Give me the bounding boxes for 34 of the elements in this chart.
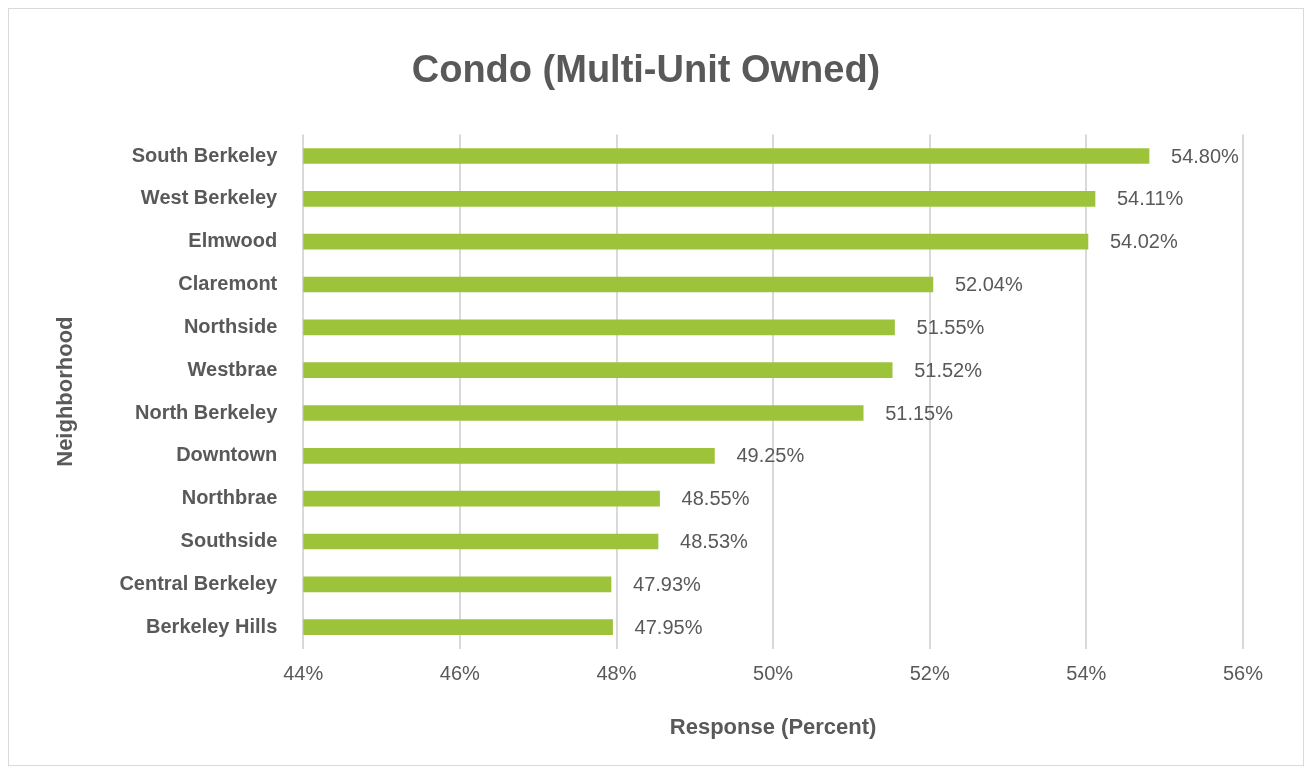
x-tick-label: 48% (596, 662, 637, 685)
x-tick-label: 52% (909, 662, 950, 685)
data-label: 51.55% (916, 315, 985, 338)
x-tick-label: 44% (283, 662, 324, 685)
x-tick-label: 54% (1066, 662, 1107, 685)
y-tick-label: Northbrae (181, 486, 278, 509)
data-label: 49.25% (736, 444, 805, 467)
x-tick-label: 50% (753, 662, 794, 685)
y-tick-label: West Berkeley (140, 186, 279, 209)
chart-title: Condo (Multi-Unit Owned) (411, 48, 881, 91)
y-tick-label: Central Berkeley (119, 571, 279, 594)
data-label: 54.11% (1116, 187, 1184, 210)
data-label: 51.52% (914, 358, 983, 381)
data-label: 54.02% (1109, 230, 1178, 253)
x-axis-title: Response (Percent) (669, 713, 877, 739)
data-label: 54.80% (1171, 144, 1240, 167)
data-label: 47.93% (633, 572, 702, 595)
x-tick-label: 56% (1222, 662, 1264, 685)
data-label: 51.15% (885, 401, 954, 424)
y-tick-label: North Berkeley (134, 400, 279, 423)
data-label: 48.55% (681, 487, 750, 510)
y-tick-label: Westbrae (187, 357, 278, 380)
y-tick-label: South Berkeley (131, 143, 279, 166)
y-tick-label: Downtown (176, 443, 278, 466)
data-label: 48.53% (680, 530, 749, 553)
y-tick-label: Southside (180, 529, 278, 552)
y-tick-label: Claremont (178, 272, 278, 295)
data-label: 52.04% (954, 273, 1023, 296)
y-axis-title: Neighborhood (52, 316, 78, 467)
y-tick-label: Berkeley Hills (146, 614, 278, 637)
y-tick-label: Northside (183, 314, 278, 337)
y-tick-label: Elmwood (188, 229, 278, 252)
data-label: 47.95% (634, 615, 703, 638)
x-tick-label: 46% (439, 662, 481, 685)
